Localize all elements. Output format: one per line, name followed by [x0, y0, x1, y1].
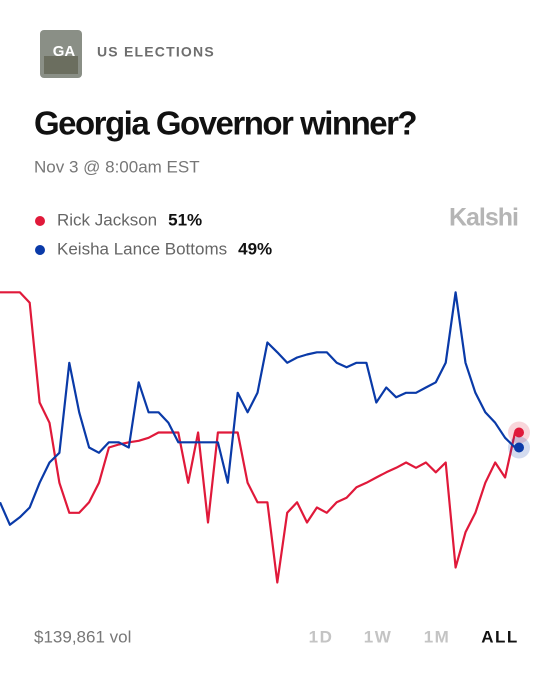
legend-value: 49%: [238, 239, 272, 258]
range-button[interactable]: 1M: [424, 627, 451, 646]
chart-title: Georgia Governor winner?: [34, 105, 416, 142]
range-button[interactable]: ALL: [481, 627, 519, 646]
range-button[interactable]: 1D: [309, 627, 334, 646]
state-image-detail: [44, 56, 78, 74]
legend-value: 51%: [168, 210, 202, 229]
subtitle: Nov 3 @ 8:00am EST: [34, 157, 200, 176]
legend-name: Rick Jackson: [57, 210, 157, 229]
category: US ELECTIONS: [97, 44, 215, 60]
series-line: [0, 291, 517, 584]
series-line: [0, 291, 516, 526]
volume: $139,861 vol: [34, 627, 131, 646]
range-button[interactable]: 1W: [364, 627, 393, 646]
legend-dot: [35, 245, 45, 255]
legend-name: Keisha Lance Bottoms: [57, 239, 227, 258]
brand-logo: Kalshi: [449, 204, 518, 232]
state-badge: GA: [53, 43, 76, 60]
end-dot: [514, 427, 524, 438]
legend-dot: [35, 216, 45, 226]
end-dot: [514, 442, 524, 453]
